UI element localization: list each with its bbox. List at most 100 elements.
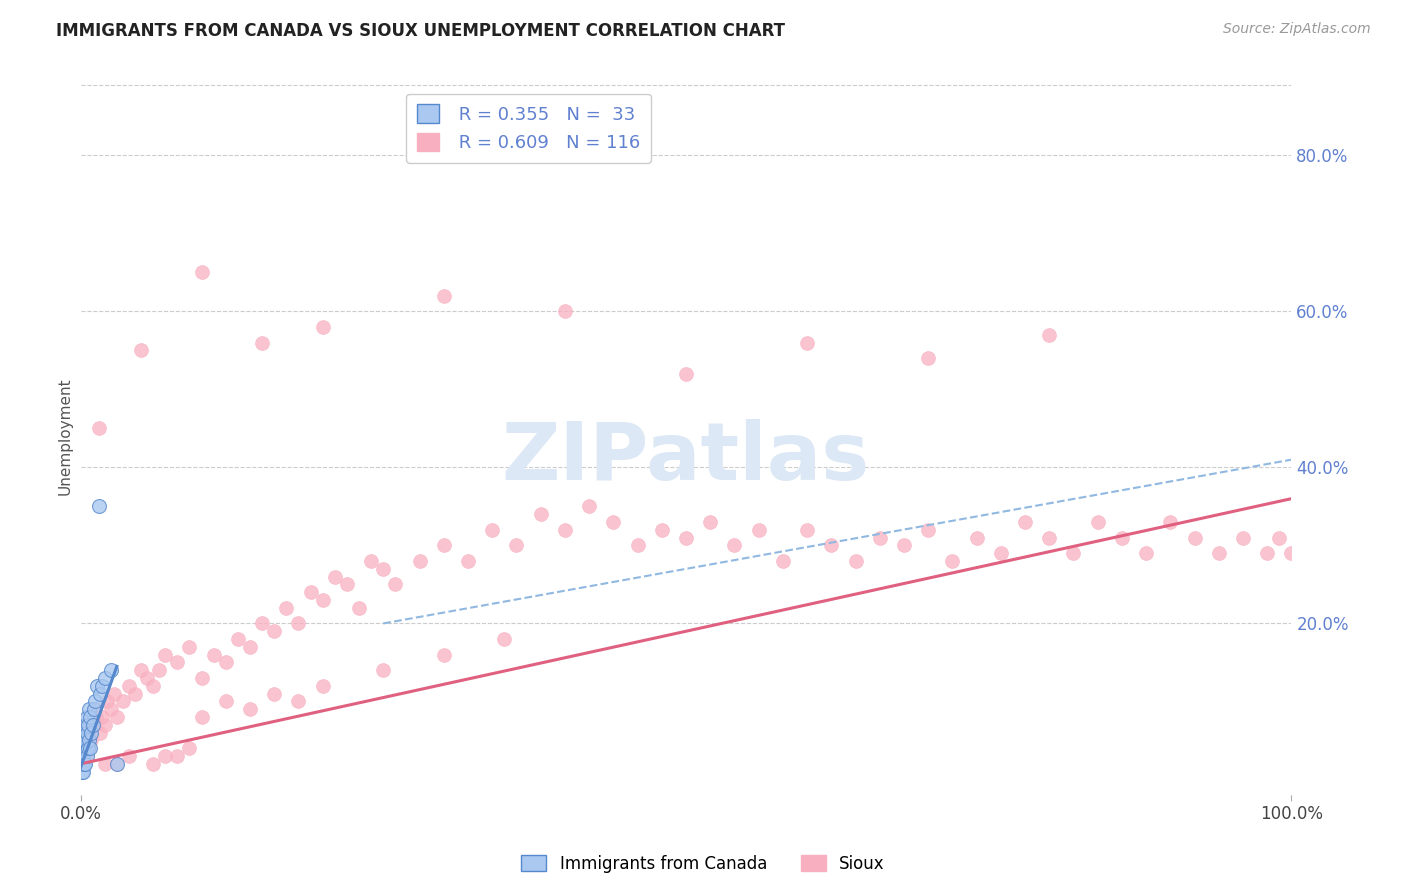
Point — [84, 702, 107, 716]
Point — [70, 756, 93, 771]
Point — [494, 632, 516, 646]
Point — [505, 538, 527, 552]
Point — [578, 500, 600, 514]
Point — [77, 741, 100, 756]
Point — [129, 343, 152, 358]
Point — [820, 538, 842, 552]
Point — [360, 554, 382, 568]
Point — [433, 648, 456, 662]
Point — [1256, 546, 1278, 560]
Point — [142, 756, 165, 771]
Point — [263, 687, 285, 701]
Point — [82, 718, 104, 732]
Point — [530, 508, 553, 522]
Point — [602, 515, 624, 529]
Point — [179, 640, 201, 654]
Point — [105, 756, 128, 771]
Point — [408, 554, 430, 568]
Point — [1087, 515, 1109, 529]
Point — [347, 600, 370, 615]
Point — [83, 718, 105, 732]
Point — [76, 741, 98, 756]
Point — [699, 515, 721, 529]
Point — [287, 694, 309, 708]
Point — [626, 538, 648, 552]
Text: ZIPatlas: ZIPatlas — [502, 418, 870, 497]
Point — [73, 733, 96, 747]
Point — [73, 741, 96, 756]
Point — [86, 679, 108, 693]
Point — [1111, 531, 1133, 545]
Legend: Immigrants from Canada, Sioux: Immigrants from Canada, Sioux — [515, 848, 891, 880]
Point — [82, 710, 104, 724]
Point — [155, 749, 177, 764]
Point — [250, 335, 273, 350]
Point — [869, 531, 891, 545]
Point — [83, 702, 105, 716]
Point — [1268, 531, 1291, 545]
Point — [675, 367, 697, 381]
Point — [100, 663, 122, 677]
Point — [72, 733, 94, 747]
Point — [129, 663, 152, 677]
Point — [72, 764, 94, 779]
Point — [124, 687, 146, 701]
Point — [239, 702, 262, 716]
Point — [263, 624, 285, 639]
Point — [166, 749, 188, 764]
Point — [72, 741, 94, 756]
Text: Source: ZipAtlas.com: Source: ZipAtlas.com — [1223, 22, 1371, 37]
Point — [966, 531, 988, 545]
Point — [89, 725, 111, 739]
Point — [75, 718, 97, 732]
Point — [190, 265, 212, 279]
Point — [796, 335, 818, 350]
Point — [73, 725, 96, 739]
Point — [100, 702, 122, 716]
Point — [77, 733, 100, 747]
Point — [796, 523, 818, 537]
Point — [87, 421, 110, 435]
Point — [276, 600, 298, 615]
Point — [323, 569, 346, 583]
Point — [312, 593, 335, 607]
Point — [651, 523, 673, 537]
Point — [76, 718, 98, 732]
Point — [136, 671, 159, 685]
Point — [917, 523, 939, 537]
Point — [336, 577, 359, 591]
Point — [215, 694, 238, 708]
Point — [179, 741, 201, 756]
Point — [84, 710, 107, 724]
Point — [384, 577, 406, 591]
Point — [433, 538, 456, 552]
Point — [84, 694, 107, 708]
Point — [75, 733, 97, 747]
Point — [250, 616, 273, 631]
Point — [105, 710, 128, 724]
Point — [166, 656, 188, 670]
Point — [77, 702, 100, 716]
Point — [89, 687, 111, 701]
Point — [79, 725, 101, 739]
Point — [844, 554, 866, 568]
Point — [299, 585, 322, 599]
Point — [91, 679, 114, 693]
Point — [105, 756, 128, 771]
Point — [1014, 515, 1036, 529]
Point — [76, 725, 98, 739]
Point — [312, 679, 335, 693]
Point — [554, 523, 576, 537]
Point — [72, 749, 94, 764]
Point — [202, 648, 225, 662]
Point — [1184, 531, 1206, 545]
Point — [190, 710, 212, 724]
Point — [70, 756, 93, 771]
Point — [1038, 327, 1060, 342]
Point — [93, 671, 115, 685]
Point — [111, 694, 134, 708]
Point — [93, 718, 115, 732]
Point — [481, 523, 503, 537]
Point — [1232, 531, 1254, 545]
Point — [155, 648, 177, 662]
